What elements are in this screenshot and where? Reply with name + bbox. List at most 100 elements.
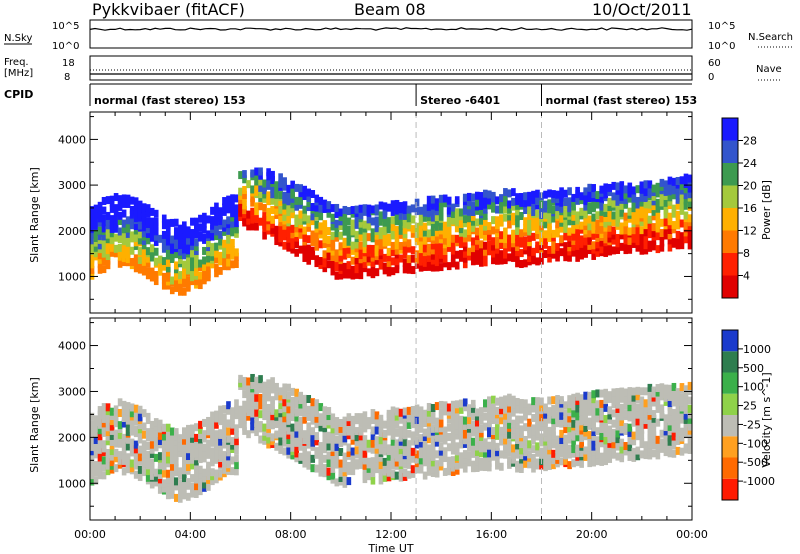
heatmap-cell [454,412,460,421]
heatmap-cell [370,264,376,273]
heatmap-cell [583,391,588,400]
heatmap-cell [230,426,235,435]
heatmap-cell [125,194,131,203]
heatmap-cell [246,397,251,406]
heatmap-cell [254,423,259,432]
heatmap-cell [198,259,203,268]
heatmap-cell [515,212,520,221]
heatmap-cell [113,412,119,421]
heatmap-cell [218,221,223,230]
heatmap-cell [294,446,299,455]
heatmap-cell [575,241,580,250]
heatmap-cell [322,414,328,423]
heatmap-cell [177,434,183,443]
heatmap-cell [169,235,175,244]
heatmap-cell [105,235,111,244]
heatmap-cell [639,412,645,421]
heatmap-cell [583,413,588,422]
heatmap-cell [607,244,613,253]
heatmap-cell [342,479,348,488]
heatmap-cell [422,439,428,448]
heatmap-cell [394,257,400,266]
heatmap-cell [302,394,308,403]
heatmap-cell [358,226,364,235]
heatmap-cell [250,169,255,178]
heatmap-cell [491,237,496,246]
heatmap-cell [434,450,440,459]
heatmap-cell [314,437,320,446]
heatmap-cell [330,433,336,442]
heatmap-cell [587,448,592,457]
heatmap-cell [153,426,159,435]
heatmap-cell [398,242,404,251]
heatmap-cell [483,422,488,431]
heatmap-cell [687,404,692,413]
heatmap-cell [165,237,171,246]
heatmap-cell [306,432,312,441]
heatmap-cell [310,454,316,463]
heatmap-cell [186,424,191,433]
heatmap-cell [334,219,340,228]
heatmap-cell [250,404,255,413]
heatmap-cell [386,237,392,246]
heatmap-cell [190,217,195,226]
heatmap-cell [194,444,199,453]
heatmap-cell [250,390,255,399]
heatmap-cell [535,241,540,250]
heatmap-cell [202,225,207,234]
heatmap-cell [583,428,588,437]
heatmap-cell [121,439,127,448]
heatmap-cell [627,186,633,195]
heatmap-cell [390,257,396,266]
heatmap-cell [491,216,496,225]
heatmap-cell [254,214,259,223]
heatmap-cell [182,287,187,296]
heatmap-cell [286,204,291,213]
heatmap-cell [278,205,283,214]
heatmap-cell [322,220,328,229]
heatmap-cell [410,447,416,456]
heatmap-cell [246,383,251,392]
heatmap-cell [226,226,231,235]
heatmap-cell [531,414,536,423]
heatmap-cell [322,264,328,273]
heatmap-cell [137,210,143,219]
heatmap-cell [113,210,119,219]
heatmap-cell [535,448,540,457]
heatmap-cell [266,207,271,216]
heatmap-cell [687,432,692,441]
heatmap-cell [338,213,344,222]
heatmap-cell [382,262,388,271]
heatmap-cell [543,190,548,199]
colorbar-swatch [722,436,738,458]
heatmap-cell [683,185,689,194]
heatmap-cell [442,199,448,208]
heatmap-cell [507,205,512,214]
heatmap-cell [422,448,428,457]
heatmap-cell [149,249,155,258]
heatmap-cell [418,406,424,415]
heatmap-cell [519,211,524,220]
heatmap-cell [286,431,291,440]
heatmap-cell [450,425,456,434]
heatmap-cell [659,218,665,227]
heatmap-cell [555,243,560,252]
heatmap-cell [137,453,143,462]
heatmap-cell [555,399,560,408]
heatmap-cell [454,234,460,243]
heatmap-cell [230,238,235,247]
heatmap-cell [579,417,584,426]
heatmap-cell [386,444,392,453]
heatmap-cell [655,182,661,191]
heatmap-cell [354,256,360,265]
heatmap-cell [354,446,360,455]
heatmap-cell [527,218,532,227]
heatmap-cell [647,447,653,456]
heatmap-cell [161,221,167,230]
heatmap-cell [651,419,657,428]
heatmap-cell [230,213,235,222]
heatmap-cell [121,452,127,461]
heatmap-cell [182,221,187,230]
heatmap-cell [563,249,568,258]
heatmap-cell [101,471,107,480]
